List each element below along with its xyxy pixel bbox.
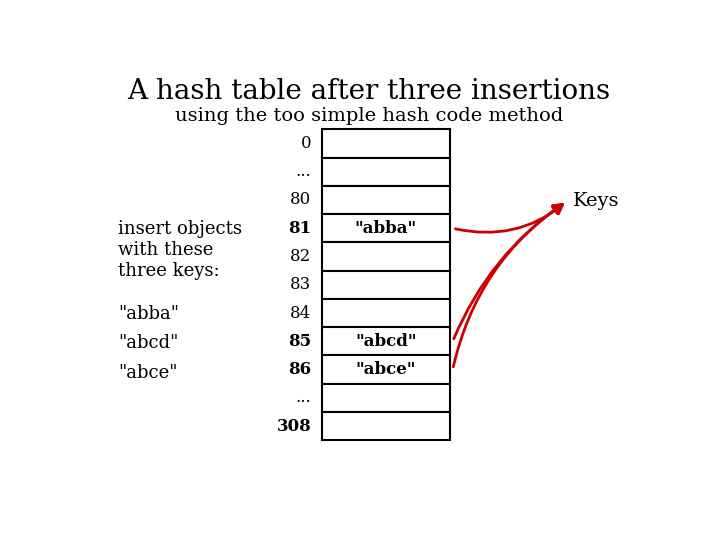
Text: 308: 308 (276, 417, 312, 435)
Text: ...: ... (296, 389, 312, 407)
Text: 86: 86 (289, 361, 312, 378)
Text: "abce": "abce" (118, 364, 177, 382)
Text: three keys:: three keys: (118, 261, 220, 280)
Bar (322, 412, 450, 440)
Text: using the too simple hash code method: using the too simple hash code method (175, 106, 563, 125)
Text: 84: 84 (290, 305, 312, 321)
Text: "abba": "abba" (118, 305, 179, 323)
Text: A hash table after three insertions: A hash table after three insertions (127, 78, 611, 105)
Text: 0: 0 (301, 135, 312, 152)
Text: 85: 85 (289, 333, 312, 350)
Text: ...: ... (296, 163, 312, 180)
Bar (322, 271, 450, 299)
Bar (322, 299, 450, 327)
Text: "abce": "abce" (356, 361, 416, 378)
Text: "abcd": "abcd" (355, 333, 417, 350)
Text: "abba": "abba" (355, 220, 417, 237)
Text: insert objects: insert objects (118, 220, 242, 238)
Bar (322, 214, 450, 242)
Text: 82: 82 (290, 248, 312, 265)
Text: "abcd": "abcd" (118, 334, 179, 353)
Text: Keys: Keys (572, 192, 619, 210)
Bar (322, 186, 450, 214)
Bar (322, 327, 450, 355)
Text: 80: 80 (290, 192, 312, 208)
Text: with these: with these (118, 241, 213, 259)
Bar (322, 158, 450, 186)
Text: 83: 83 (290, 276, 312, 293)
Bar (322, 129, 450, 158)
Bar (322, 355, 450, 384)
Bar (322, 384, 450, 412)
Bar (322, 242, 450, 271)
Text: 81: 81 (289, 220, 312, 237)
